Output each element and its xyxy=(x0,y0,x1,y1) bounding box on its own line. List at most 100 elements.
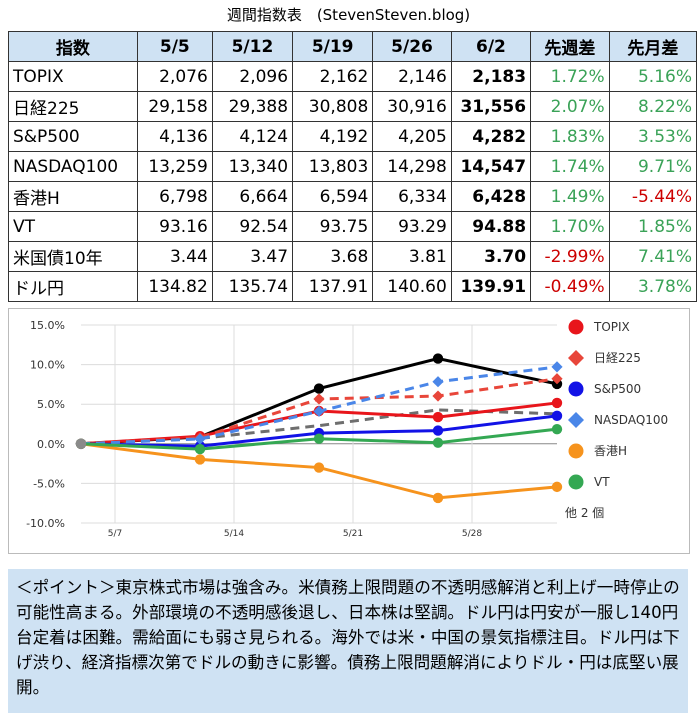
table-cell: 93.29 xyxy=(372,211,452,242)
data-point xyxy=(551,410,563,422)
table-cell: 14,298 xyxy=(372,151,452,182)
y-tick-label: 0.0% xyxy=(37,438,65,451)
table-cell: 2,183 xyxy=(450,61,532,92)
table-cell: -5.44% xyxy=(608,181,697,212)
table-cell: S&P500 xyxy=(8,121,138,152)
table-cell: 31,556 xyxy=(450,91,532,122)
table-cell: 134.82 xyxy=(136,271,213,302)
table-cell: 3.53% xyxy=(608,121,697,152)
data-point xyxy=(313,393,325,405)
table-row: TOPIX 2,076 2,096 2,162 2,146 2,183 1.72% 5.16% xyxy=(8,61,697,92)
data-point xyxy=(75,438,87,449)
table-cell: 2,076 xyxy=(136,61,213,92)
table-cell: 135.74 xyxy=(211,271,294,302)
header-cell: 5/12 xyxy=(211,31,294,62)
table-cell: 3.47 xyxy=(211,241,294,272)
data-point xyxy=(432,425,444,436)
y-tick-label: 5.0% xyxy=(37,398,65,411)
legend-marker xyxy=(568,412,584,428)
header-cell: 6/2 xyxy=(450,31,532,62)
line-chart: 15.0% 10.0% 5.0% 0.0% -5.0% -10.0% 5/7 5/14 5/21… xyxy=(26,319,668,539)
table-cell: 1.83% xyxy=(530,121,610,152)
table-row: NASDAQ100 13,259 13,340 13,803 14,298 14,547 1… xyxy=(8,151,697,182)
table-cell: 93.75 xyxy=(292,211,374,242)
table-cell: 2.07% xyxy=(530,91,610,122)
table-cell: 93.16 xyxy=(136,211,213,242)
x-tick-label: 5/21 xyxy=(343,529,363,539)
data-point xyxy=(551,397,563,409)
data-point xyxy=(194,443,206,455)
table-cell: 香港H xyxy=(8,181,138,212)
table-cell: 6,428 xyxy=(450,181,532,212)
table-cell: 6,798 xyxy=(136,181,213,212)
table-cell: 139.91 xyxy=(450,271,532,302)
table-cell: 92.54 xyxy=(211,211,294,242)
data-point xyxy=(551,423,563,435)
table-row: ドル円 134.82 135.74 137.91 140.60 139.91 -0.49% 3… xyxy=(8,271,697,302)
table-cell: 3.78% xyxy=(608,271,697,302)
table-cell: 29,388 xyxy=(211,91,294,122)
table-row: 米国債10年 3.44 3.47 3.68 3.81 3.70 -2.99% 7.41% xyxy=(8,241,697,272)
legend-marker xyxy=(568,381,584,397)
table-cell: 94.88 xyxy=(450,211,532,242)
x-tick-label: 5/7 xyxy=(108,529,122,539)
table-row: S&P500 4,136 4,124 4,192 4,205 4,282 1.83% 3.53… xyxy=(8,121,697,152)
data-point xyxy=(432,411,444,423)
header-cell: 指数 xyxy=(8,31,138,62)
table-cell: 29,158 xyxy=(136,91,213,122)
table-cell: 8.22% xyxy=(608,91,697,122)
data-point xyxy=(432,376,444,388)
legend-marker xyxy=(568,474,584,490)
table-cell: 6,664 xyxy=(211,181,294,212)
header-cell: 5/26 xyxy=(372,31,452,62)
data-point xyxy=(194,454,206,465)
table-cell: -2.99% xyxy=(530,241,610,272)
legend-marker xyxy=(568,350,584,366)
header-cell: 5/5 xyxy=(136,31,213,62)
table-cell: 2,162 xyxy=(292,61,374,92)
data-point xyxy=(432,390,444,402)
table-row: 香港H 6,798 6,664 6,594 6,334 6,428 1.49% -5.44% xyxy=(8,181,697,212)
data-point xyxy=(432,437,444,448)
table-cell: 13,340 xyxy=(211,151,294,182)
legend-label: 香港H xyxy=(594,444,627,458)
legend-marker xyxy=(568,443,584,459)
data-point xyxy=(432,492,444,504)
table-row: 日経225 29,158 29,388 30,808 30,916 31,556 2.07%… xyxy=(8,91,697,122)
table-cell: 30,916 xyxy=(372,91,452,122)
data-point xyxy=(551,361,563,373)
data-point xyxy=(432,353,444,364)
table-cell: 7.41% xyxy=(608,241,697,272)
table-cell: VT xyxy=(8,211,138,242)
legend-marker xyxy=(568,319,584,335)
table-cell: 3.68 xyxy=(292,241,374,272)
legend-label: VT xyxy=(594,475,610,489)
table-cell: 日経225 xyxy=(8,91,138,122)
table-cell: 2,096 xyxy=(211,61,294,92)
table-cell: 1.72% xyxy=(530,61,610,92)
table-cell: 4,205 xyxy=(372,121,452,152)
table-cell: 3.81 xyxy=(372,241,452,272)
legend-label: S&P500 xyxy=(594,382,641,396)
table-cell: 3.70 xyxy=(450,241,532,272)
legend-label: 日経225 xyxy=(594,351,641,365)
x-tick-label: 5/14 xyxy=(224,529,244,539)
table-cell: 13,259 xyxy=(136,151,213,182)
table-cell: 4,192 xyxy=(292,121,374,152)
table-cell: 137.91 xyxy=(292,271,374,302)
table-cell: ドル円 xyxy=(8,271,138,302)
y-tick-label: 15.0% xyxy=(30,319,65,332)
table-cell: 6,334 xyxy=(372,181,452,212)
data-point xyxy=(313,405,325,417)
header-cell: 先月差 xyxy=(608,31,697,62)
header-cell: 5/19 xyxy=(292,31,374,62)
table-cell: 6,594 xyxy=(292,181,374,212)
chart-panel: 15.0% 10.0% 5.0% 0.0% -5.0% -10.0% 5/7 5/14 5/21… xyxy=(8,308,690,554)
header-cell: 先週差 xyxy=(530,31,610,62)
table-cell: 1.74% xyxy=(530,151,610,182)
table-cell: 4,282 xyxy=(450,121,532,152)
data-point xyxy=(313,383,325,394)
legend-label: NASDAQ100 xyxy=(594,413,668,427)
table-cell: NASDAQ100 xyxy=(8,151,138,182)
page-title: 週間指数表 (StevenSteven.blog) xyxy=(226,6,471,24)
